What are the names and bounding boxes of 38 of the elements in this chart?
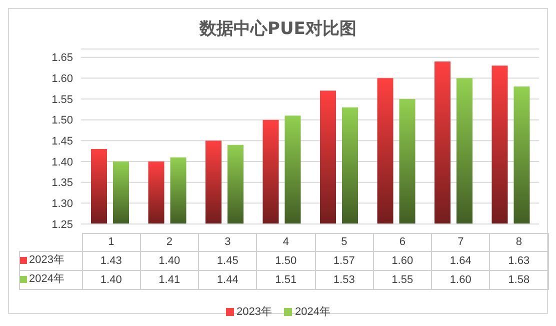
text: 2023年	[236, 306, 272, 318]
data-label: 1.45	[198, 252, 257, 270]
data-label: 1.41	[140, 270, 198, 290]
legend-label: 2024年	[28, 272, 64, 287]
x-tick-label: 1	[82, 234, 140, 252]
y-tick-label: 1.65	[52, 52, 73, 64]
data-label: 1.40	[82, 270, 140, 290]
text: 2024年	[295, 306, 330, 318]
y-tick-label: 1.60	[52, 73, 73, 86]
data-label: 1.60	[373, 252, 432, 270]
y-tick-label: 1.50	[52, 114, 73, 127]
data-label: 1.44	[198, 270, 257, 290]
data-label: 1.63	[490, 252, 548, 270]
x-tick-label: 6	[373, 234, 432, 252]
x-tick-label: 3	[198, 234, 257, 252]
y-tick-label: 1.35	[52, 177, 73, 190]
data-label: 1.64	[432, 252, 490, 270]
y-tick-label: 1.25	[52, 218, 73, 231]
data-label: 1.60	[432, 270, 490, 290]
x-tick-label: 2	[140, 234, 198, 252]
data-label: 1.53	[315, 270, 374, 290]
y-tick-label: 1.45	[52, 136, 73, 148]
chart-title: 数据中心PUE对比图	[198, 18, 358, 41]
legend-label: 2023年	[28, 253, 64, 268]
data-label: 1.55	[373, 270, 432, 290]
data-label: 1.50	[256, 252, 315, 270]
data-label: 1.43	[82, 252, 140, 270]
data-label: 1.58	[490, 270, 548, 290]
x-tick-label: 5	[315, 234, 374, 252]
data-label: 1.40	[140, 252, 198, 270]
x-tick-label: 4	[256, 234, 315, 252]
x-tick-label: 8	[490, 234, 548, 252]
y-tick-label: 1.30	[52, 198, 73, 210]
data-label: 1.57	[315, 252, 374, 270]
y-tick-label: 1.40	[52, 156, 73, 168]
y-tick-label: 1.55	[52, 94, 73, 106]
x-tick-label: 7	[432, 234, 490, 252]
data-label: 1.51	[256, 270, 315, 290]
